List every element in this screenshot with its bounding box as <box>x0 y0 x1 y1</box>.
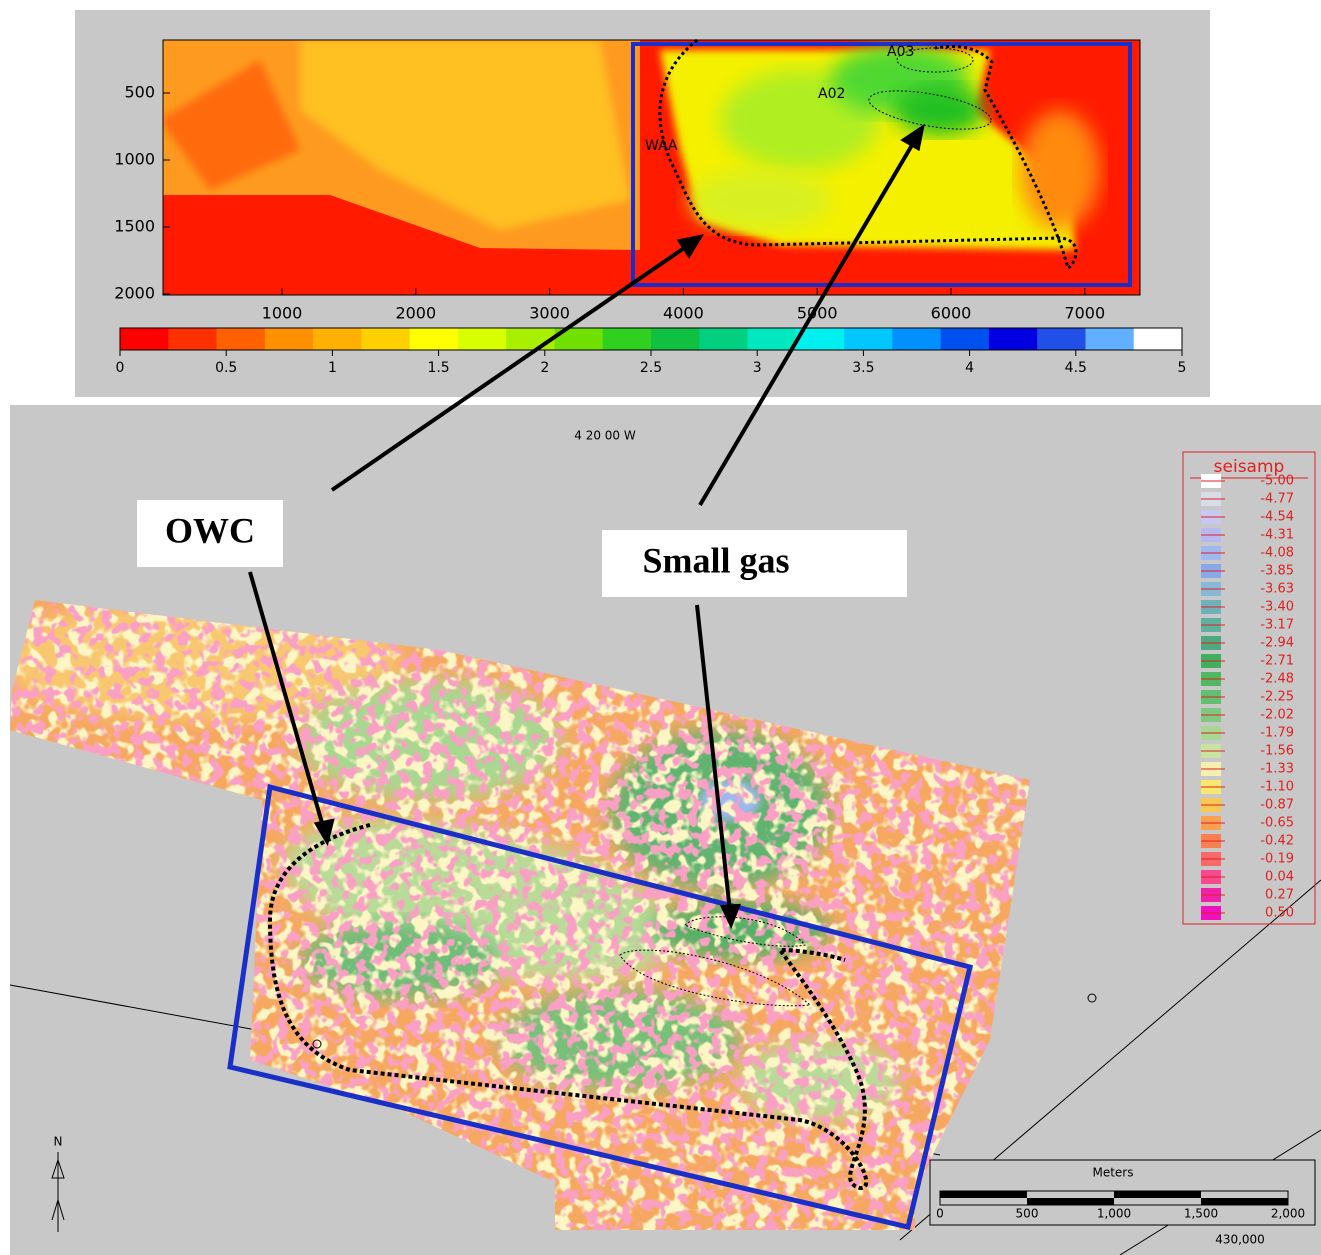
colorbar-label: 2 <box>540 360 549 376</box>
colorbar-segment <box>603 328 652 350</box>
scale-bar-label: 1,500 <box>1184 1207 1218 1221</box>
x-tick-label: 6000 <box>931 304 972 323</box>
colorbar-label: 3 <box>753 360 762 376</box>
y-tick-label: 2000 <box>114 284 155 303</box>
legend-label: -2.94 <box>1260 636 1294 651</box>
colorbar-label: 0.5 <box>215 360 237 376</box>
legend-label: -4.54 <box>1260 510 1294 525</box>
legend-label: 0.50 <box>1265 906 1294 921</box>
callout-text: OWC <box>165 510 255 550</box>
legend-label: -2.02 <box>1260 708 1294 723</box>
scale-bar-segment <box>1027 1198 1114 1205</box>
longitude-label: 4 20 00 W <box>574 429 636 443</box>
legend-label: -4.77 <box>1260 492 1294 507</box>
legend-label: -2.48 <box>1260 672 1294 687</box>
legend-label: -1.10 <box>1260 780 1294 795</box>
colorbar-segment <box>313 328 362 350</box>
y-tick-label: 1000 <box>114 150 155 169</box>
colorbar-segment <box>168 328 217 350</box>
legend-label: -1.56 <box>1260 744 1294 759</box>
legend-label: -2.71 <box>1260 654 1294 669</box>
scale-bar-segment <box>1114 1191 1201 1198</box>
colorbar-segment <box>458 328 507 350</box>
legend-label: -3.85 <box>1260 564 1294 579</box>
scale-bar-label: 0 <box>936 1207 944 1221</box>
colorbar-segment <box>1037 328 1086 350</box>
legend-label: -0.19 <box>1260 852 1294 867</box>
figure: A03 A02 WAA 5001000150020001000200030004… <box>0 0 1321 1255</box>
x-tick-label: 3000 <box>529 304 570 323</box>
colorbar-label: 1 <box>328 360 337 376</box>
scale-bar-title: Meters <box>1092 1166 1133 1180</box>
colorbar-label: 1.5 <box>427 360 449 376</box>
colorbar-label: 4.5 <box>1065 360 1087 376</box>
legend-label: -0.65 <box>1260 816 1294 831</box>
colorbar-segment <box>506 328 555 350</box>
colorbar-segment <box>892 328 941 350</box>
legend-label: -3.63 <box>1260 582 1294 597</box>
x-tick-label: 2000 <box>395 304 436 323</box>
legend-label: -5.00 <box>1260 474 1294 489</box>
colorbar-label: 0 <box>116 360 125 376</box>
legend-label: -2.25 <box>1260 690 1294 705</box>
colorbar-segment <box>844 328 893 350</box>
well-label: A02 <box>818 86 845 102</box>
well-label: A03 <box>887 44 914 60</box>
x-tick-label: 7000 <box>1064 304 1105 323</box>
legend-label: -3.17 <box>1260 618 1294 633</box>
legend-label: -4.31 <box>1260 528 1294 543</box>
legend-label: 0.04 <box>1265 870 1294 885</box>
y-tick-label: 1500 <box>114 217 155 236</box>
scale-bar-label: 2,000 <box>1271 1207 1305 1221</box>
page: {"top_map": { "y_tick_labels": [500, 100… <box>0 0 1321 1255</box>
scale-bar-segment <box>940 1191 1027 1198</box>
legend-label: -4.08 <box>1260 546 1294 561</box>
colorbar-label: 3.5 <box>852 360 874 376</box>
colorbar-segment <box>989 328 1038 350</box>
colorbar-label: 5 <box>1178 360 1187 376</box>
legend-label: -0.87 <box>1260 798 1294 813</box>
well-label: WAA <box>645 138 678 154</box>
scale-bar-segment <box>1201 1198 1288 1205</box>
x-tick-label: 1000 <box>262 304 303 323</box>
colorbar-segment <box>651 328 700 350</box>
colorbar-segment <box>410 328 459 350</box>
scale-bar-label: 1,000 <box>1097 1207 1131 1221</box>
legend-label: -1.33 <box>1260 762 1294 777</box>
top-heatmap <box>160 40 1140 295</box>
colorbar-segment <box>361 328 410 350</box>
colorbar-segment <box>265 328 314 350</box>
colorbar-segment <box>1085 328 1134 350</box>
legend-label: -0.42 <box>1260 834 1294 849</box>
north-label: N <box>54 1135 63 1149</box>
colorbar-label: 4 <box>965 360 974 376</box>
y-tick-label: 500 <box>124 83 155 102</box>
colorbar-segment <box>1134 328 1183 350</box>
scale-bar-label: 500 <box>1016 1207 1039 1221</box>
colorbar-segment <box>120 328 169 350</box>
colorbar-segment <box>699 328 748 350</box>
legend-label: -3.40 <box>1260 600 1294 615</box>
easting-label: 430,000 <box>1215 1233 1265 1247</box>
colorbar-segment <box>217 328 266 350</box>
colorbar-segment <box>941 328 990 350</box>
colorbar-label: 2.5 <box>640 360 662 376</box>
x-tick-label: 4000 <box>663 304 704 323</box>
legend-label: 0.27 <box>1265 888 1294 903</box>
colorbar-segment <box>748 328 797 350</box>
legend-label: -1.79 <box>1260 726 1294 741</box>
callout-text: Small gas <box>642 540 789 580</box>
